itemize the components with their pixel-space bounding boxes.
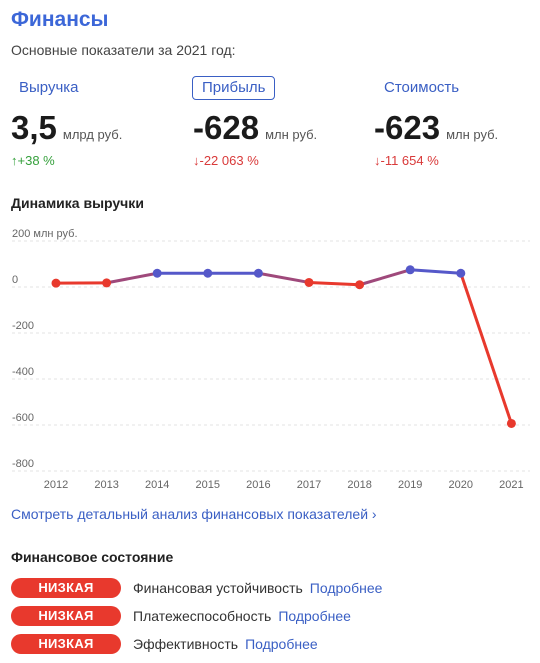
series-line-segment [459,271,513,425]
metric-value-value: -623 [374,109,441,146]
x-tick-label: 2012 [44,479,68,491]
data-point [506,418,516,428]
metric-revenue-unit: млрд руб. [62,127,123,142]
x-tick-label: 2016 [246,479,270,491]
metric-value: -623 млн руб. [374,109,498,151]
tab-value[interactable]: Стоимость [384,79,460,96]
data-point [152,268,162,278]
x-tick-label: 2014 [145,479,169,491]
metric-revenue-value: 3,5 [11,109,57,146]
x-tick-label: 2017 [297,479,321,491]
status-label: Финансовая устойчивость [133,580,303,596]
details-link[interactable]: Смотреть детальный анализ финансовых пок… [11,506,377,522]
series-line-segment [358,268,412,287]
metric-revenue-change: ↑+38 % [11,153,55,168]
status-badge: НИЗКАЯ [11,606,121,626]
page-subtitle: Основные показатели за 2021 год: [11,42,236,58]
x-tick-label: 2013 [94,479,118,491]
data-point [405,265,415,275]
series-line-segment [105,271,159,285]
data-point [51,278,61,288]
metric-revenue: 3,5 млрд руб. [11,109,122,151]
status-label: Платежеспособность [133,608,272,624]
x-tick-label: 2019 [398,479,422,491]
tab-profit[interactable]: Прибыль [192,76,276,100]
status-heading: Финансовое состояние [11,549,174,565]
data-point [304,277,314,287]
revenue-chart: 200 млн руб. 0 -200 -400 -600 -800 2012 2013 201… [12,228,530,491]
y-tick-label: -400 [12,366,34,378]
y-tick-label: -200 [12,320,34,332]
x-tick-label: 2020 [449,479,473,491]
data-point [203,268,213,278]
y-tick-label: -600 [12,412,34,424]
status-more-link[interactable]: Подробнее [309,580,383,596]
status-row-efficiency: НИЗКАЯ Эффективность Подробнее [11,633,318,655]
metric-profit: -628 млн руб. [193,109,317,151]
data-point [253,268,263,278]
series-line-segment [408,268,463,275]
y-tick-label: -800 [12,458,34,470]
tab-revenue[interactable]: Выручка [19,79,79,96]
status-label: Эффективность [133,636,239,652]
metric-profit-change: ↓-22 063 % [193,153,259,168]
page-title: Финансы [11,8,109,31]
metric-profit-unit: млн руб. [265,127,318,142]
metric-value-change: ↓-11 654 % [374,153,439,168]
status-more-link[interactable]: Подробнее [278,608,351,624]
metric-profit-value: -628 [193,109,260,146]
series-line-segment [256,271,311,284]
x-tick-label: 2021 [499,479,523,491]
y-tick-label: 0 [12,274,18,286]
chart-heading: Динамика выручки [11,195,144,211]
data-point [102,278,112,288]
y-axis-label: 200 млн руб. [12,228,78,240]
status-badge: НИЗКАЯ [11,634,121,654]
status-row-solvency: НИЗКАЯ Платежеспособность Подробнее [11,605,351,627]
data-point [456,268,466,278]
status-badge: НИЗКАЯ [11,578,121,598]
x-tick-label: 2018 [347,479,371,491]
series-line-segment [307,280,362,287]
data-point [355,280,365,290]
status-more-link[interactable]: Подробнее [245,636,318,652]
metric-value-unit: млн руб. [446,127,499,142]
status-row-stability: НИЗКАЯ Финансовая устойчивость Подробнее [11,577,382,599]
x-tick-label: 2015 [196,479,220,491]
